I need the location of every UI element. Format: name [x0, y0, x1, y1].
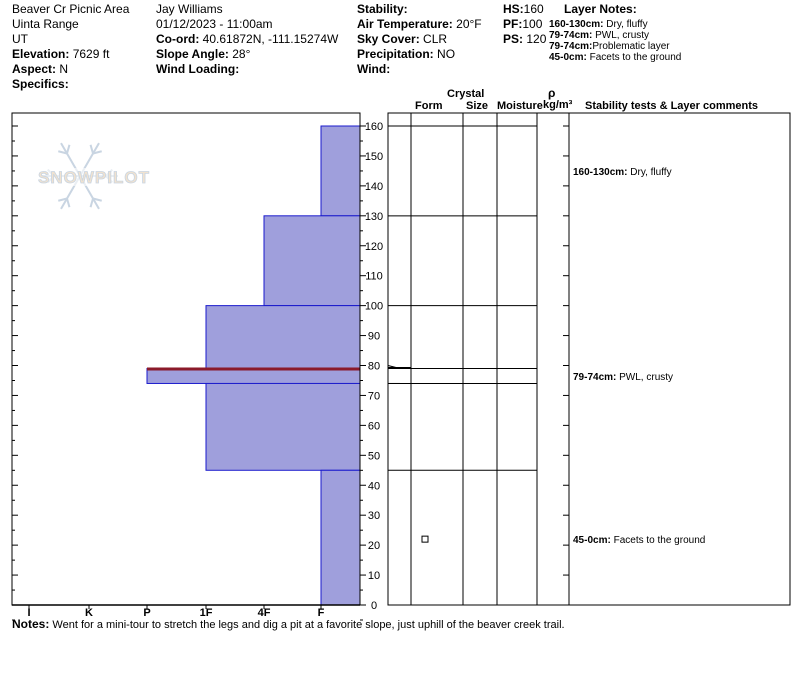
depth-label: 100	[365, 301, 383, 313]
hardness-label: K	[85, 607, 93, 619]
notes: Notes: Went for a mini-tour to stretch t…	[12, 617, 565, 631]
sky-cover: Sky Cover: CLR	[357, 32, 448, 46]
stability-header: Stability tests & Layer comments	[585, 100, 759, 112]
moisture-header: Moisture	[497, 100, 543, 112]
depth-label: 0	[371, 600, 377, 612]
wind-label: Wind:	[357, 62, 391, 76]
depth-label: 130	[365, 211, 383, 223]
depth-label: 40	[368, 480, 380, 492]
layer-connector	[387, 365, 401, 369]
depth-label: 20	[368, 540, 380, 552]
aspect: Aspect: N	[12, 62, 69, 76]
elevation: Elevation: 7629 ft	[12, 47, 110, 61]
crystal-form-symbol	[421, 535, 429, 543]
snowflake-branch	[66, 144, 71, 154]
observer: Jay Williams	[156, 2, 223, 16]
depth-label: 70	[368, 390, 380, 402]
layer-note: 79-74cm: PWL, crusty	[549, 30, 650, 41]
depth-label: 30	[368, 510, 380, 522]
crystal-header: Crystal	[447, 88, 485, 100]
weak-layer-line	[147, 367, 360, 371]
snowflake-branch	[92, 150, 102, 155]
hardness-label: I	[27, 607, 30, 619]
snowflake-branch	[89, 144, 94, 154]
hs: HS:160	[503, 2, 544, 16]
layer-comment: 160-130cm: Dry, fluffy	[573, 167, 672, 178]
layer-comment: 79-74cm: PWL, crusty	[573, 372, 673, 383]
depth-label: 140	[365, 181, 383, 193]
state: UT	[12, 32, 28, 46]
hardness-layer	[263, 215, 361, 307]
hardness-layer	[205, 305, 361, 369]
depth-label: 80	[368, 361, 380, 373]
layers-table-frame	[387, 112, 791, 606]
datetime: 01/12/2023 - 11:00am	[156, 17, 273, 31]
depth-label: 60	[368, 420, 380, 432]
layer-note: 160-130cm: Dry, fluffy	[549, 19, 648, 30]
location: Beaver Cr Picnic Area	[12, 2, 130, 16]
hardness-label: 1F	[200, 607, 213, 619]
range: Uinta Range	[12, 17, 79, 31]
size-header: Size	[466, 100, 489, 112]
form-header: Form	[415, 100, 443, 112]
air-temperature: Air Temperature: 20°F	[357, 17, 482, 31]
hardness-layer	[146, 367, 361, 384]
wind-loading-label: Wind Loading:	[156, 62, 240, 76]
precipitation: Precipitation: NO	[357, 47, 456, 61]
ps: PS: 120	[503, 32, 547, 46]
depth-label: 120	[365, 241, 383, 253]
snowpilot-logo: SNOWPILOT	[34, 142, 156, 210]
depth-label: 110	[365, 271, 383, 283]
snowflake-branch	[92, 197, 102, 202]
hardness-label: 4F	[258, 607, 271, 619]
snowflake-branch	[89, 198, 94, 208]
depth-label: 90	[368, 331, 380, 343]
layer-notes-title: Layer Notes:	[564, 2, 637, 16]
hardness-layer	[205, 382, 361, 471]
coordinates: Co-ord: 40.61872N, -111.15274W	[156, 32, 339, 46]
layer-comment: 45-0cm: Facets to the ground	[573, 535, 705, 546]
slope-angle: Slope Angle: 28°	[156, 47, 251, 61]
logo-backdrop	[34, 168, 156, 186]
density-symbol: ρ	[548, 86, 556, 100]
hardness-layer	[320, 469, 361, 606]
depth-label: 150	[365, 151, 383, 163]
hardness-layer	[320, 125, 361, 217]
hardness-label: P	[143, 607, 150, 619]
stability-label: Stability:	[357, 2, 408, 16]
specifics-label: Specifics:	[12, 77, 69, 91]
snowflake-branch	[58, 150, 68, 155]
hardness-label: F	[318, 607, 325, 619]
logo-text: SNOWPILOT	[38, 168, 150, 187]
depth-label: 10	[368, 570, 380, 582]
layer-note: 79-74cm:Problematic layer	[549, 41, 670, 52]
snowflake-branch	[66, 198, 71, 208]
pf: PF:100	[503, 17, 543, 31]
snowflake-branch	[58, 197, 68, 202]
density-unit: kg/m³	[543, 99, 573, 111]
depth-label: 50	[368, 450, 380, 462]
depth-label: 160	[365, 121, 383, 133]
layer-note: 45-0cm: Facets to the ground	[549, 52, 682, 63]
